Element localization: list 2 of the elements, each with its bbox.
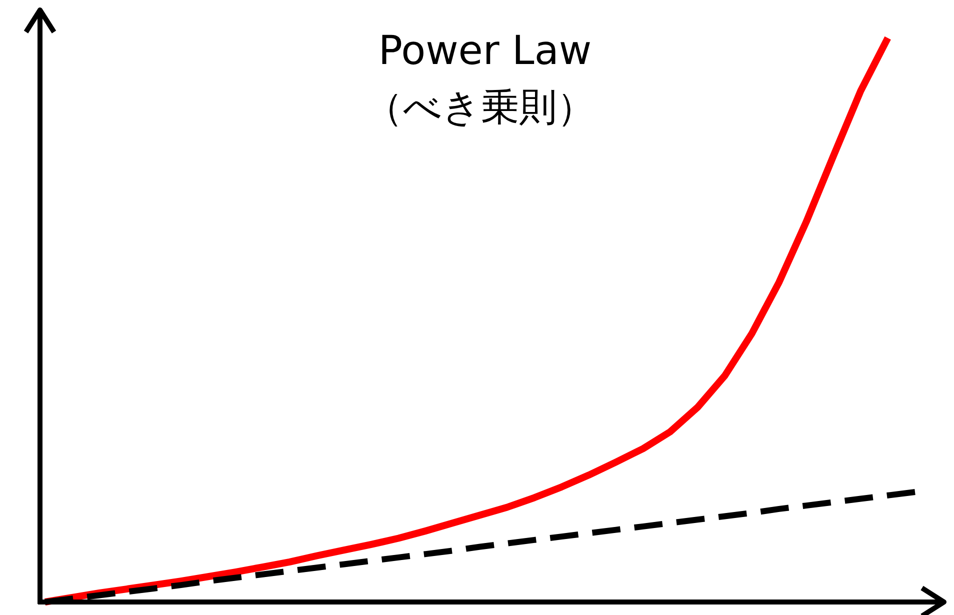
text: （べき乗則） xyxy=(365,85,595,129)
chart-title: Power Law xyxy=(378,28,592,74)
